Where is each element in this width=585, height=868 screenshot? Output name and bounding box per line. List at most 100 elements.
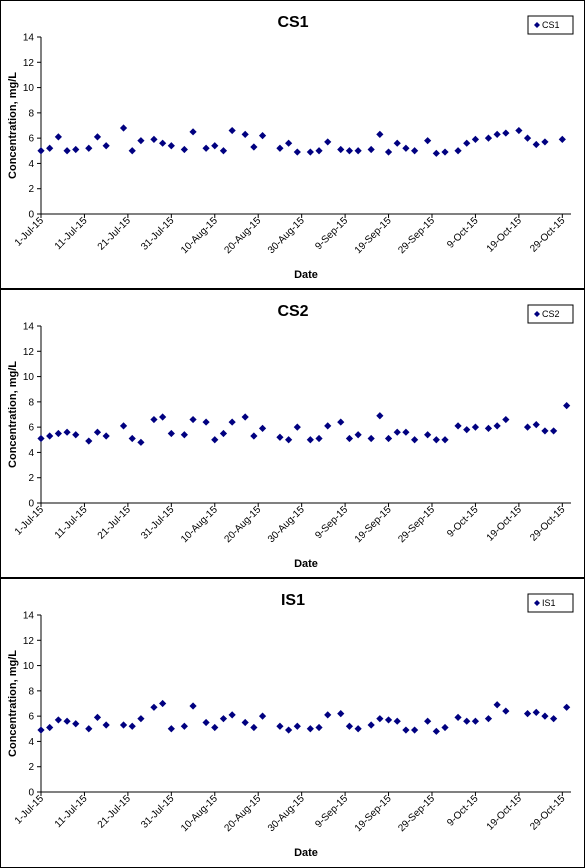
x-tick-label: 29-Oct-15 — [528, 504, 568, 544]
chart-title: CS1 — [277, 14, 308, 31]
data-point-cs2 — [306, 436, 314, 444]
x-tick-label: 9-Oct-15 — [445, 504, 481, 540]
x-axis-label: Date — [294, 269, 318, 281]
data-point-cs2 — [72, 431, 80, 439]
data-point-is1 — [315, 723, 323, 732]
y-tick-label: 8 — [28, 686, 34, 697]
data-point-is1 — [432, 727, 440, 735]
x-tick-label: 21-Jul-15 — [96, 504, 134, 542]
data-point-is1 — [228, 711, 236, 719]
data-point-is1 — [367, 721, 375, 729]
data-point-is1 — [72, 720, 80, 728]
data-point-is1 — [471, 717, 480, 725]
data-point-cs1 — [432, 149, 440, 157]
data-point-cs2 — [119, 422, 128, 430]
y-tick-label: 4 — [28, 737, 34, 748]
data-point-is1 — [93, 713, 102, 722]
data-point-cs1 — [63, 147, 71, 155]
data-point-is1 — [502, 707, 510, 715]
data-point-is1 — [137, 715, 145, 723]
data-point-is1 — [180, 722, 188, 730]
data-point-cs2 — [411, 436, 419, 444]
data-point-cs2 — [150, 415, 158, 424]
data-point-cs1 — [337, 145, 345, 154]
x-tick-label: 19-Oct-15 — [485, 215, 525, 255]
data-point-cs2 — [167, 429, 175, 438]
x-tick-label: 29-Sep-15 — [396, 793, 437, 834]
data-point-is1 — [441, 723, 449, 732]
data-point-is1 — [285, 726, 293, 734]
x-tick-label: 30-Aug-15 — [266, 215, 307, 256]
data-point-cs2 — [37, 434, 45, 443]
data-point-cs1 — [454, 147, 462, 155]
data-point-cs1 — [219, 147, 228, 155]
data-point-is1 — [541, 712, 549, 720]
data-point-cs1 — [384, 148, 393, 156]
data-point-cs1 — [128, 147, 136, 155]
y-axis-label: Concentration, mg/L — [7, 361, 19, 468]
data-point-cs1 — [293, 148, 301, 156]
x-tick-label: 19-Oct-15 — [485, 504, 525, 544]
y-tick-label: 6 — [28, 712, 34, 723]
data-point-cs1 — [523, 134, 532, 142]
data-point-cs1 — [202, 144, 210, 152]
x-tick-label: 20-Aug-15 — [223, 215, 264, 256]
y-tick-label: 10 — [23, 83, 35, 94]
data-point-cs2 — [502, 415, 510, 424]
data-point-cs2 — [550, 427, 558, 435]
data-point-cs2 — [189, 415, 197, 424]
y-tick-label: 0 — [28, 788, 34, 799]
data-point-is1 — [128, 722, 136, 730]
y-tick-label: 0 — [28, 499, 34, 510]
y-tick-label: 2 — [28, 762, 34, 773]
legend-label: CS1 — [542, 20, 560, 30]
legend: CS1 — [527, 15, 574, 35]
y-tick-label: 10 — [23, 372, 35, 383]
data-point-cs1 — [424, 137, 432, 145]
x-axis-label: Date — [294, 558, 318, 570]
data-point-cs2 — [85, 437, 93, 445]
x-tick-label: 20-Aug-15 — [223, 504, 264, 545]
data-point-cs2 — [128, 434, 136, 443]
data-point-cs2 — [228, 418, 236, 426]
x-tick-label: 11-Jul-15 — [53, 504, 90, 541]
y-tick-label: 2 — [28, 473, 34, 484]
y-tick-label: 8 — [28, 108, 34, 119]
data-point-cs2 — [454, 422, 462, 430]
legend-label: IS1 — [542, 598, 556, 608]
data-point-is1 — [354, 725, 362, 733]
legend-label: CS2 — [542, 309, 560, 319]
x-tick-label: 9-Oct-15 — [445, 793, 481, 829]
x-tick-label: 9-Sep-15 — [313, 504, 350, 541]
data-point-cs1 — [211, 142, 219, 150]
data-point-cs1 — [441, 148, 449, 156]
data-point-is1 — [202, 718, 210, 727]
data-point-cs2 — [493, 422, 501, 430]
data-point-cs2 — [563, 402, 571, 410]
data-point-is1 — [563, 703, 571, 711]
data-point-is1 — [63, 717, 71, 725]
data-point-cs2 — [276, 433, 284, 441]
data-point-cs2 — [258, 424, 267, 433]
data-point-cs2 — [315, 434, 323, 443]
data-point-cs2 — [471, 423, 480, 431]
data-point-is1 — [211, 723, 219, 732]
data-point-is1 — [159, 699, 167, 708]
data-point-cs1 — [167, 142, 175, 150]
data-point-cs1 — [345, 147, 354, 155]
data-point-cs1 — [241, 130, 249, 138]
legend-marker — [534, 311, 540, 317]
data-point-cs1 — [463, 139, 471, 147]
data-point-is1 — [324, 711, 332, 719]
data-point-cs2 — [241, 413, 249, 421]
data-point-cs1 — [484, 134, 493, 142]
data-point-is1 — [258, 712, 267, 720]
data-point-cs1 — [85, 144, 93, 152]
chart-panel-cs1: CS1 0 2 4 6 8 10 12 14 1-Jul-15 11-Jul-15 21-Jul-15… — [0, 0, 585, 289]
data-point-cs2 — [402, 428, 410, 436]
data-point-is1 — [241, 718, 249, 727]
y-tick-label: 6 — [28, 134, 34, 145]
data-point-is1 — [102, 721, 110, 729]
data-point-cs2 — [63, 428, 71, 436]
